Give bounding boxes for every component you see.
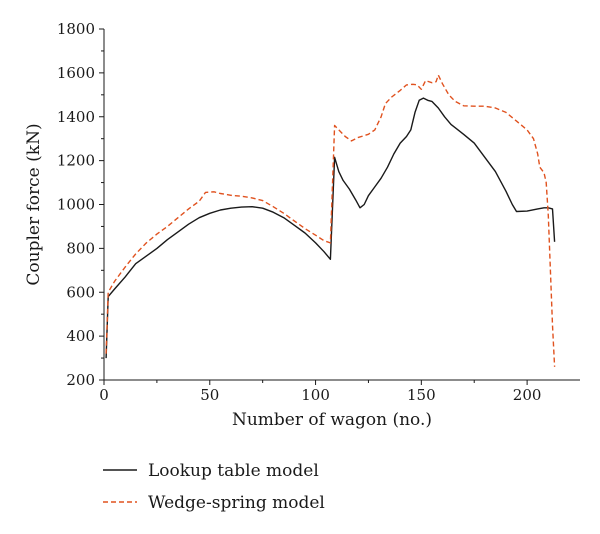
- x-tick-label: 100: [301, 386, 330, 404]
- y-tick-label: 800: [66, 239, 95, 257]
- y-tick-label: 1400: [57, 108, 95, 126]
- series-line-wedge-spring: [105, 74, 556, 367]
- y-tick-label: 200: [66, 371, 95, 389]
- series-group: [105, 74, 556, 367]
- legend-label: Lookup table model: [148, 461, 319, 481]
- x-axis-ticks: 0 50 100 150 200: [99, 380, 541, 404]
- y-tick-label: 1600: [57, 64, 95, 82]
- legend: Lookup table model Wedge-spring model: [103, 461, 325, 513]
- x-tick-label: 200: [513, 386, 542, 404]
- y-axis-ticks: 200 400 600 800 1000 1200 1400 1600 1800: [57, 20, 104, 389]
- y-tick-label: 400: [66, 327, 95, 345]
- y-tick-label: 1800: [57, 20, 95, 38]
- y-axis-title: Coupler force (kN): [24, 123, 44, 285]
- x-tick-label: 0: [99, 386, 109, 404]
- x-axis-title: Number of wagon (no.): [232, 410, 432, 430]
- y-tick-label: 1200: [57, 152, 95, 170]
- plot-area: 0 50 100 150 200 200 400 600 800 1000 1200 1400 160…: [57, 20, 580, 404]
- series-line-lookup-table: [105, 97, 556, 359]
- x-tick-label: 150: [407, 386, 436, 404]
- y-tick-label: 1000: [57, 196, 95, 214]
- x-tick-label: 50: [200, 386, 219, 404]
- legend-label: Wedge-spring model: [148, 493, 325, 513]
- y-tick-label: 600: [66, 283, 95, 301]
